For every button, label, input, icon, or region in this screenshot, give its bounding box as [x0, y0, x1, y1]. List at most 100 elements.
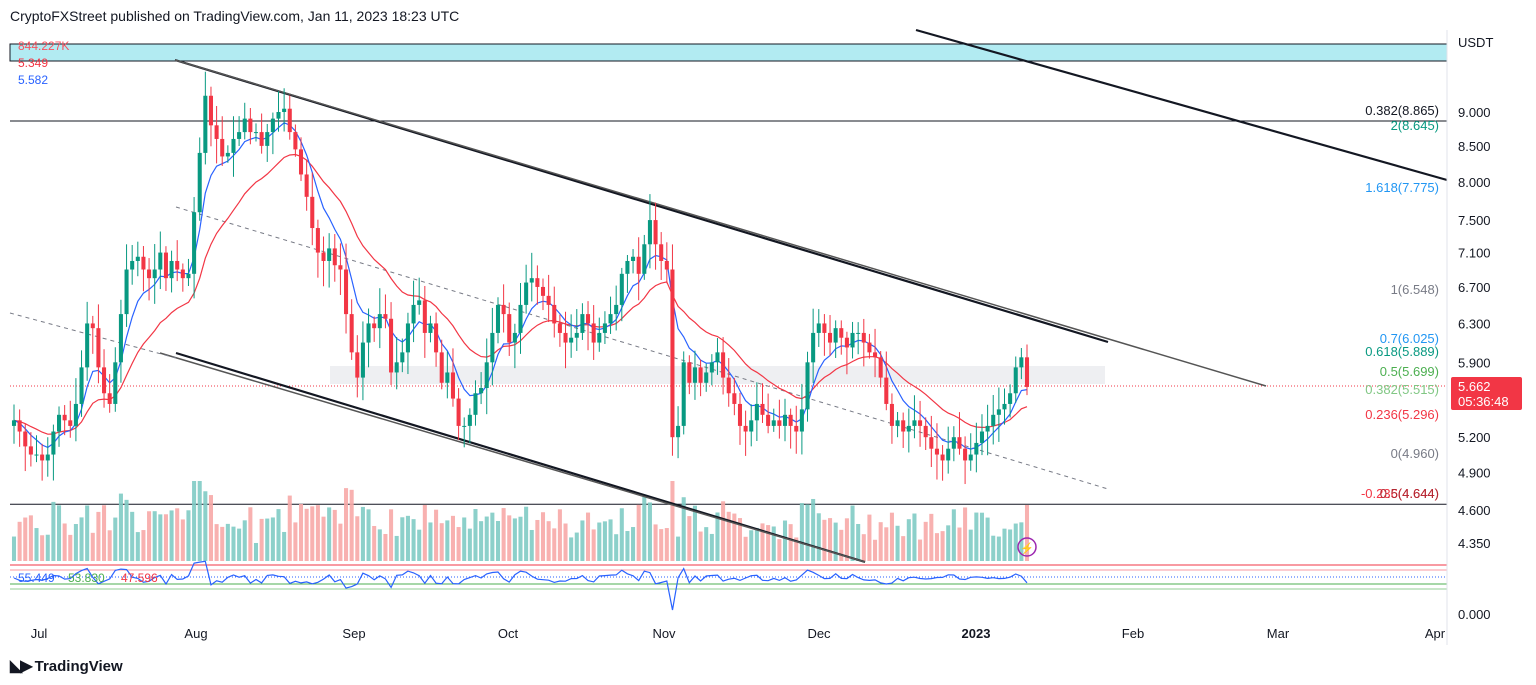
- candle-body: [963, 448, 968, 461]
- volume-bar: [484, 516, 489, 561]
- y-tick-label: 7.500: [1458, 213, 1491, 228]
- candle-body: [242, 118, 247, 133]
- candle-body: [602, 323, 607, 333]
- volume-bar: [743, 536, 748, 561]
- volume-bar: [315, 505, 320, 561]
- candle-body: [625, 260, 630, 274]
- candle-body: [968, 454, 973, 461]
- candle-body: [152, 269, 157, 279]
- volume-bar: [591, 529, 596, 561]
- last-price-countdown: 05:36:48: [1458, 394, 1509, 409]
- candle-body: [186, 273, 191, 279]
- volume-bar: [102, 505, 107, 561]
- volume-bar: [163, 514, 168, 561]
- candle-body: [192, 212, 197, 274]
- volume-bar: [180, 519, 185, 561]
- x-tick-label: Apr: [1425, 626, 1446, 641]
- horizontal-levels-layer: [10, 120, 1447, 505]
- volume-bar: [957, 527, 962, 561]
- volume-bar: [344, 488, 349, 561]
- volume-bar: [372, 525, 377, 561]
- candle-body: [906, 425, 911, 432]
- volume-bar: [850, 505, 855, 561]
- candle-body: [895, 420, 900, 426]
- volume-bar: [28, 515, 33, 561]
- candle-body: [867, 342, 872, 353]
- candle-body: [974, 442, 979, 455]
- volume-bar: [23, 517, 28, 561]
- legend-ma-red: 5.349: [18, 56, 49, 70]
- candle-body: [479, 387, 484, 394]
- volume-bar: [805, 504, 810, 561]
- candle-body: [400, 352, 405, 363]
- volume-bar: [287, 495, 292, 561]
- candle-body: [636, 256, 641, 274]
- volume-bar: [445, 520, 450, 561]
- price-axis: USDT 9.000 8.500 8.000 7.500 7.100 6.700 6.300 5…: [1017, 30, 1522, 645]
- candle-body: [816, 323, 821, 333]
- volume-bar: [901, 536, 906, 561]
- volume-bar: [17, 521, 22, 561]
- candle-body: [158, 252, 163, 270]
- volume-bar: [304, 508, 309, 561]
- candle-body: [749, 420, 754, 432]
- volume-bar: [822, 519, 827, 561]
- candle-body: [45, 454, 50, 461]
- y-tick-label: 0.000: [1458, 607, 1491, 622]
- volume-bar: [749, 530, 754, 561]
- fib-labels-layer: 0.382(8.865)2(8.645) 1.618(7.775) 1(6.548)…: [1361, 103, 1439, 501]
- volume-bar: [884, 527, 889, 561]
- candle-body: [208, 95, 213, 126]
- candle-body: [349, 314, 354, 353]
- candle-body: [79, 367, 84, 404]
- volume-bar: [552, 528, 557, 561]
- volume-bar: [490, 512, 495, 561]
- volume-bar: [856, 523, 861, 561]
- volume-bar: [366, 509, 371, 561]
- candle-body: [248, 118, 253, 133]
- candle-body: [743, 425, 748, 432]
- y-tick-label: 4.600: [1458, 503, 1491, 518]
- candle-body: [822, 323, 827, 333]
- volume-bar: [147, 511, 152, 561]
- candle-body: [180, 269, 185, 279]
- resistance-zone: [9, 43, 1448, 62]
- candle-body: [563, 332, 568, 343]
- candle-body: [141, 256, 146, 270]
- candle-body: [704, 372, 709, 383]
- candle-body: [102, 367, 107, 394]
- candle-body: [552, 304, 557, 324]
- candle-body: [56, 414, 62, 432]
- candle-body: [501, 304, 506, 315]
- volume-bar: [726, 511, 731, 561]
- volume-bar: [73, 524, 78, 561]
- volume-bar: [192, 481, 197, 561]
- volume-bar: [203, 491, 208, 561]
- candle-body: [51, 431, 56, 455]
- publisher-header: CryptoFXStreet published on TradingView.…: [10, 8, 460, 24]
- x-tick-label: Feb: [1122, 626, 1144, 641]
- volume-bar: [422, 504, 427, 561]
- volume-bar: [540, 512, 546, 561]
- candles-layer: [11, 71, 1030, 485]
- candle-body: [456, 398, 461, 426]
- candle-body: [670, 269, 675, 438]
- volume-bar: [282, 531, 287, 561]
- candle-body: [839, 328, 844, 338]
- volume-bar: [298, 503, 304, 561]
- candle-body: [512, 332, 517, 343]
- candle-body: [574, 332, 579, 338]
- volume-bar: [782, 520, 788, 561]
- x-tick-label: 2023: [962, 626, 991, 641]
- candle-body: [17, 420, 22, 432]
- tradingview-brand[interactable]: ◣▶ TradingView: [10, 656, 123, 676]
- volume-bar: [107, 530, 112, 561]
- volume-bar: [597, 522, 602, 561]
- candle-body: [619, 273, 624, 305]
- candle-body: [355, 352, 360, 378]
- candle-body: [73, 403, 78, 426]
- candle-body: [608, 314, 613, 324]
- volume-bar: [1019, 522, 1024, 561]
- candle-body: [315, 228, 320, 253]
